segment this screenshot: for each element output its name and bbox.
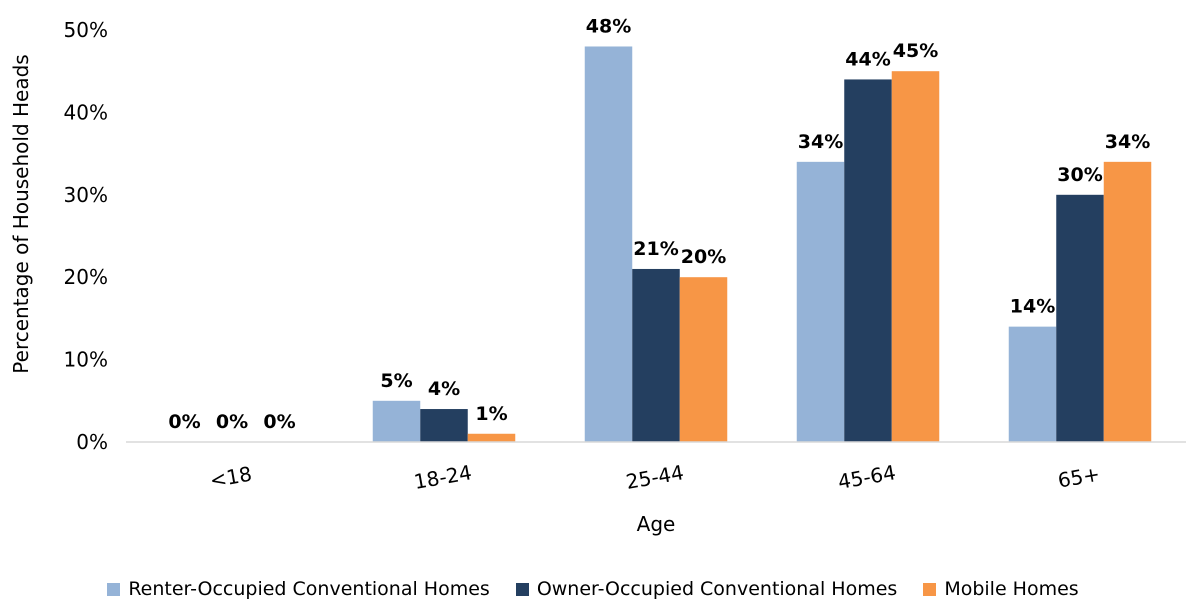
x-tick-label: 25-44 [624,460,685,494]
data-label: 5% [380,370,412,392]
y-tick-label: 30% [64,183,108,207]
bar [1056,194,1104,442]
y-tick-label: 10% [64,348,108,372]
x-axis-ticks: <18 18-24 25-44 45-64 65+ [208,460,1102,494]
x-axis-title: Age [637,512,676,536]
data-label: 0% [263,411,295,433]
legend: Renter-Occupied Conventional Homes Owner-… [0,578,1186,600]
data-label: 48% [586,15,631,37]
data-label: 34% [798,131,843,153]
data-label: 44% [845,48,890,70]
data-label: 30% [1057,164,1102,186]
bar [420,409,468,442]
bar [632,268,680,442]
legend-label: Mobile Homes [944,578,1079,600]
bar [796,161,845,442]
bar [1008,326,1057,442]
data-label: 1% [475,403,507,425]
data-label: 34% [1105,131,1150,153]
data-label: 0% [168,411,200,433]
y-tick-label: 0% [76,430,108,454]
x-tick-label: <18 [208,462,254,493]
bar-chart-svg: 0%10%20%30%40%50% 0% 0% 0%5% 4%1%48%21% 20%3… [9,15,1186,536]
y-tick-label: 20% [64,265,108,289]
data-label: 0% [216,411,248,433]
data-label: 4% [428,378,460,400]
legend-swatch [107,582,121,596]
bar [584,46,633,442]
legend-swatch [515,582,529,596]
data-label: 21% [633,238,678,260]
bar [679,277,728,442]
legend-item: Mobile Homes [923,578,1079,600]
y-tick-label: 50% [64,18,108,42]
data-label: 20% [681,246,726,268]
x-tick-label: 18-24 [412,460,473,494]
legend-item: Owner-Occupied Conventional Homes [515,578,898,600]
bar [891,71,940,442]
legend-label: Renter-Occupied Conventional Homes [128,578,490,600]
x-tick-label: 65+ [1056,462,1102,493]
legend-swatch [923,582,937,596]
y-axis-ticks: 0% 10% 20% 30% 40% 50% [64,18,108,454]
data-label: 14% [1010,296,1055,318]
bar [467,433,516,442]
data-labels: 0% 0% 0%5% 4%1%48%21% 20%34%44% 45%14%30%34% [168,15,1150,433]
x-tick-label: 45-64 [836,460,897,494]
bar [1103,161,1152,442]
data-label: 45% [893,40,938,62]
bar [372,400,421,442]
y-tick-label: 40% [64,100,108,124]
legend-item: Renter-Occupied Conventional Homes [107,578,490,600]
bar-group [372,46,1152,442]
legend-label: Owner-Occupied Conventional Homes [536,578,898,600]
y-axis-title: Percentage of Household Heads [9,54,33,373]
bar [844,79,892,442]
